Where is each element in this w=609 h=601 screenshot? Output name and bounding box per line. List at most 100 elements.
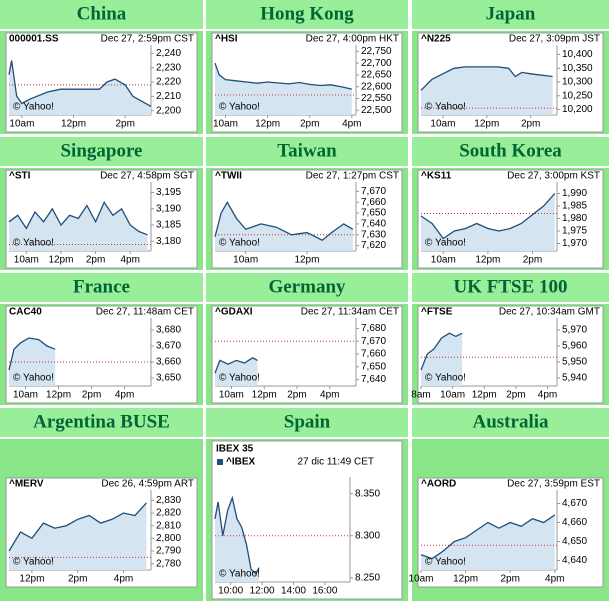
area — [9, 60, 151, 115]
region-title: Argentina BUSE — [33, 411, 170, 432]
line — [214, 495, 260, 575]
x-tick-label: 4pm — [120, 255, 139, 266]
y-tick-label: 3,190 — [156, 203, 181, 214]
watermark: © Yahoo! — [219, 238, 260, 249]
timestamp: 27 dic 11:49 CET — [297, 457, 374, 468]
x-tick-label: 12pm — [61, 119, 86, 130]
y-tick-label: 8.300 — [355, 530, 380, 541]
y-tick-label: 7,620 — [361, 240, 386, 251]
x-tick-label: 12pm — [19, 574, 44, 585]
y-tick-label: 22,600 — [361, 81, 392, 92]
line — [214, 62, 352, 90]
y-tick-label: 22,650 — [361, 70, 392, 81]
x-tick-label: 12pm — [472, 390, 497, 401]
title-bar — [206, 273, 408, 302]
x-tick-label: 10am — [9, 119, 34, 130]
y-tick-label: 7,670 — [361, 186, 386, 197]
x-tick-label: 4pm — [545, 574, 564, 585]
y-tick-label: 3,180 — [156, 236, 181, 247]
y-tick-label: 2,820 — [156, 508, 181, 519]
y-tick-label: 5,950 — [562, 357, 587, 368]
y-tick-label: 5,960 — [562, 341, 587, 352]
y-tick-label: 3,680 — [156, 325, 181, 336]
y-tick-label: 3,660 — [156, 357, 181, 368]
timestamp: Dec 27, 2:59pm CST — [101, 34, 194, 45]
x-tick-label: 12pm — [46, 390, 71, 401]
y-tick-label: 2,780 — [156, 558, 181, 569]
y-tick-label: 2,800 — [156, 533, 181, 544]
timestamp: Dec 27, 10:34am GMT — [499, 307, 600, 318]
y-tick-label: 10,300 — [562, 77, 593, 88]
region-title: Hong Kong — [260, 3, 354, 24]
x-tick-label: 10:00 — [218, 586, 243, 597]
region-title: Singapore — [60, 140, 142, 161]
y-tick-label: 7,660 — [361, 349, 386, 360]
y-tick-label: 5,940 — [562, 373, 587, 384]
title-bar — [0, 273, 203, 302]
y-tick-label: 3,650 — [156, 373, 181, 384]
x-tick-label: 12pm — [294, 255, 319, 266]
ticker: ^STI — [9, 171, 31, 182]
timestamp: Dec 27, 1:27pm CST — [306, 171, 399, 182]
watermark: © Yahoo! — [219, 102, 260, 113]
title-bar — [0, 408, 203, 437]
x-tick-label: 2pm — [82, 390, 101, 401]
x-tick-label: 10am — [13, 390, 38, 401]
x-tick-label: 10am — [430, 119, 455, 130]
y-tick-label: 1,970 — [562, 238, 587, 249]
x-tick-label: 10am — [431, 255, 456, 266]
y-tick-label: 22,500 — [361, 105, 392, 116]
x-tick-label: 4pm — [342, 119, 361, 130]
y-tick-label: 1,980 — [562, 213, 587, 224]
timestamp: Dec 27, 11:34am CET — [301, 307, 399, 318]
line — [420, 332, 463, 371]
title-bar — [0, 0, 203, 29]
x-tick-label: 4pm — [115, 390, 134, 401]
y-tick-label: 2,810 — [156, 520, 181, 531]
title-bar — [206, 0, 408, 29]
line — [420, 193, 556, 240]
watermark: © Yahoo! — [425, 238, 466, 249]
ticker: 000001.SS — [9, 34, 59, 45]
ticker: ^MERV — [9, 479, 44, 490]
x-tick-label: 12pm — [453, 574, 478, 585]
x-tick-label: 12:00 — [250, 586, 275, 597]
x-tick-label: 2pm — [521, 119, 540, 130]
area — [215, 357, 258, 386]
region-title: UK FTSE 100 — [453, 276, 567, 297]
region-title: Taiwan — [277, 140, 337, 161]
y-tick-label: 2,220 — [156, 77, 181, 88]
y-tick-label: 1,985 — [562, 201, 587, 212]
watermark: © Yahoo! — [425, 373, 466, 384]
x-tick-label: 10am — [233, 255, 258, 266]
y-tick-label: 5,970 — [562, 325, 587, 336]
line — [8, 502, 147, 552]
y-tick-label: 4,670 — [562, 498, 587, 509]
chart-box — [211, 305, 403, 404]
watermark: © Yahoo! — [219, 569, 260, 580]
x-tick-label: 12pm — [474, 119, 499, 130]
x-tick-label: 12pm — [255, 119, 280, 130]
x-tick-label: 10am — [213, 119, 238, 130]
region-title: Japan — [486, 3, 536, 24]
watermark: © Yahoo! — [13, 102, 54, 113]
y-tick-label: 7,650 — [361, 361, 386, 372]
region-title: France — [73, 276, 130, 297]
y-tick-label: 7,630 — [361, 229, 386, 240]
y-tick-label: 7,640 — [361, 219, 386, 230]
y-tick-label: 2,200 — [156, 105, 181, 116]
x-tick-label: 10am — [408, 574, 433, 585]
x-tick-label: 2pm — [506, 390, 525, 401]
watermark: © Yahoo! — [13, 373, 54, 384]
timestamp: Dec 27, 4:00pm HKT — [306, 34, 399, 45]
timestamp: Dec 26, 4:59pm ART — [101, 479, 194, 490]
x-tick-label: 12pm — [48, 255, 73, 266]
x-tick-label: 4pm — [538, 390, 557, 401]
x-tick-label: 16:00 — [312, 586, 337, 597]
ticker: ^FTSE — [421, 307, 453, 318]
y-tick-label: 7,680 — [361, 323, 386, 334]
x-tick-label: 2pm — [300, 119, 319, 130]
area — [421, 66, 553, 115]
area — [421, 333, 463, 386]
line — [8, 200, 148, 236]
